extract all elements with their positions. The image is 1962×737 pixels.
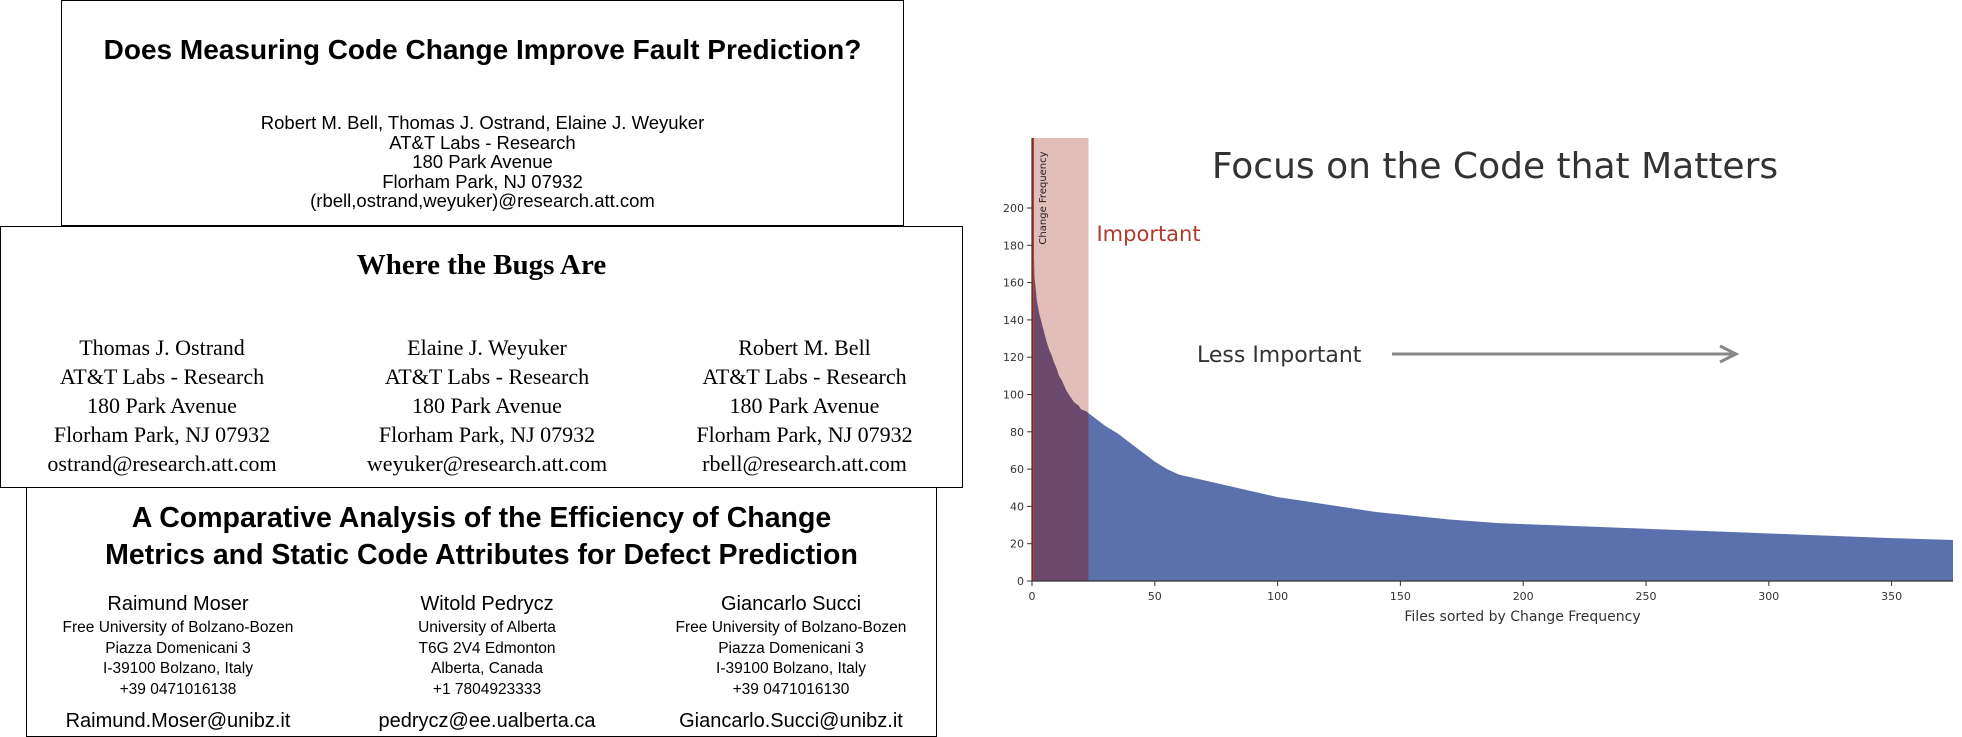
author-name: Giancarlo Succi xyxy=(720,593,862,615)
x-tick-label: 200 xyxy=(1513,590,1534,603)
author-phone: +39 0471016130 xyxy=(732,680,850,698)
y-axis-label: Change Frequency xyxy=(1038,151,1049,244)
x-tick-label: 350 xyxy=(1881,590,1902,603)
x-tick-label: 50 xyxy=(1148,590,1162,603)
author-affiliation: University of Alberta xyxy=(418,619,556,636)
y-tick-label: 160 xyxy=(1003,277,1024,290)
y-tick-label: 100 xyxy=(1003,389,1024,402)
author-city: Florham Park, NJ 07932 xyxy=(378,422,596,447)
author-street: 180 Park Avenue xyxy=(87,393,237,418)
author-email: Raimund.Moser@unibz.it xyxy=(65,710,291,732)
x-tick-label: 300 xyxy=(1758,590,1779,603)
author-email: weyuker@research.att.com xyxy=(366,451,608,476)
author-affiliation: AT&T Labs - Research xyxy=(59,364,265,389)
important-area xyxy=(1032,180,1089,581)
less-important-label: Less Important xyxy=(1197,343,1362,368)
author-block: Witold Pedrycz University of Alberta T6G… xyxy=(342,592,632,733)
y-tick-label: 60 xyxy=(1010,463,1024,476)
chart-title: Focus on the Code that Matters xyxy=(1212,146,1778,187)
author-street: 180 Park Avenue xyxy=(412,151,553,172)
author-city: I-39100 Bolzano, Italy xyxy=(103,660,253,677)
author-block: Raimund Moser Free University of Bolzano… xyxy=(33,592,323,733)
paper-title-line-2: Metrics and Static Code Attributes for D… xyxy=(105,539,858,571)
author-block: Robert M. Bell AT&T Labs - Research 180 … xyxy=(677,333,932,478)
x-tick-label: 0 xyxy=(1029,590,1036,603)
author-street: 180 Park Avenue xyxy=(412,393,562,418)
author-affiliation: Free University of Bolzano-Bozen xyxy=(675,619,907,636)
author-affiliation: AT&T Labs - Research xyxy=(389,131,576,153)
author-city: Florham Park, NJ 07932 xyxy=(696,422,913,447)
author-email: Giancarlo.Succi@unibz.it xyxy=(679,710,903,732)
author-email: rbell@research.att.com xyxy=(702,451,907,476)
author-block: Elaine J. Weyuker AT&T Labs - Research 1… xyxy=(351,333,623,478)
author-block: Robert M. Bell, Thomas J. Ostrand, Elain… xyxy=(62,113,903,211)
author-names: Robert M. Bell, Thomas J. Ostrand, Elain… xyxy=(260,112,705,133)
author-phone: +1 7804923333 xyxy=(432,680,542,698)
author-name: Elaine J. Weyuker xyxy=(407,335,567,360)
author-city: I-39100 Bolzano, Italy xyxy=(716,660,866,677)
author-name: Witold Pedrycz xyxy=(420,593,554,615)
author-affiliation: AT&T Labs - Research xyxy=(384,364,590,389)
paper-title-line-1: A Comparative Analysis of the Efficiency… xyxy=(131,502,832,534)
series-area xyxy=(1032,180,1953,581)
y-tick-label: 120 xyxy=(1003,351,1024,364)
author-name: Raimund Moser xyxy=(107,593,249,615)
y-tick-label: 80 xyxy=(1010,426,1024,439)
x-tick-label: 100 xyxy=(1267,590,1288,603)
author-street: Piazza Domenicani 3 xyxy=(105,639,251,657)
y-tick-label: 140 xyxy=(1003,314,1024,327)
author-phone: +39 0471016138 xyxy=(119,680,237,698)
author-email: (rbell,ostrand,weyuker)@research.att.com xyxy=(310,190,655,211)
author-city: Florham Park, NJ 07932 xyxy=(382,170,583,192)
important-label: Important xyxy=(1096,222,1200,246)
author-name: Thomas J. Ostrand xyxy=(79,335,245,360)
author-street: T6G 2V4 Edmonton xyxy=(418,639,556,657)
x-axis-label: Files sorted by Change Frequency xyxy=(1404,609,1640,625)
author-street: 180 Park Avenue xyxy=(729,393,880,418)
y-tick-label: 200 xyxy=(1003,202,1024,215)
paper-title: Does Measuring Code Change Improve Fault… xyxy=(103,34,862,65)
chart-svg: Focus on the Code that Matters 0 20 40 60 80 1… xyxy=(1003,138,1953,625)
y-tick-label: 180 xyxy=(1003,239,1024,252)
author-name: Robert M. Bell xyxy=(738,335,871,360)
x-tick-label: 250 xyxy=(1636,590,1657,603)
author-city: Alberta, Canada xyxy=(430,660,544,677)
y-tick-label: 40 xyxy=(1010,500,1024,513)
author-block: Giancarlo Succi Free University of Bolza… xyxy=(646,592,936,733)
less-important-arrow-head xyxy=(1719,344,1740,364)
author-city: Florham Park, NJ 07932 xyxy=(53,422,271,447)
x-tick-label: 150 xyxy=(1390,590,1411,603)
change-frequency-chart: Focus on the Code that Matters 0 20 40 60 80 1… xyxy=(980,130,1962,650)
paper-header-2: Where the Bugs Are Thomas J. Ostrand AT&… xyxy=(0,226,963,488)
paper-title: Where the Bugs Are xyxy=(356,249,607,281)
author-email: ostrand@research.att.com xyxy=(47,451,277,476)
paper-title: A Comparative Analysis of the Efficiency… xyxy=(27,500,936,574)
paper-header-3: A Comparative Analysis of the Efficiency… xyxy=(26,488,937,737)
author-affiliation: Free University of Bolzano-Bozen xyxy=(62,619,294,636)
paper-header-1: Does Measuring Code Change Improve Fault… xyxy=(61,0,904,226)
author-street: Piazza Domenicani 3 xyxy=(718,639,864,657)
author-block: Thomas J. Ostrand AT&T Labs - Research 1… xyxy=(31,333,293,478)
y-tick-label: 0 xyxy=(1017,575,1024,588)
y-tick-label: 20 xyxy=(1010,538,1024,551)
author-affiliation: AT&T Labs - Research xyxy=(702,364,907,389)
author-email: pedrycz@ee.ualberta.ca xyxy=(378,710,596,732)
